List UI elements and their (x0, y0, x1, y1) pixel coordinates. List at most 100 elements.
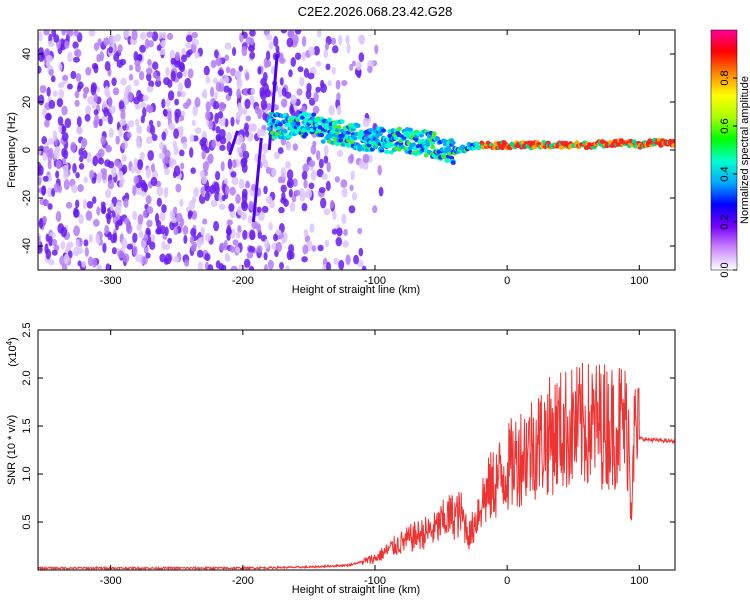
spectrogram-noise-blob (52, 130, 58, 141)
spectrogram-noise-blob (66, 241, 74, 248)
spectrogram-noise-blob (136, 140, 143, 149)
spectrogram-noise-blob (145, 167, 152, 179)
spectrogram-noise-blob (358, 247, 364, 257)
spectrogram-noise-blob (194, 51, 200, 59)
spectrogram-noise-blob (51, 238, 57, 247)
spectrogram-noise-blob (280, 98, 288, 108)
spectrogram-ridge-blob (355, 123, 361, 128)
y-tick-label: -40 (21, 238, 33, 254)
spectrogram-noise-blob (189, 147, 194, 158)
spectrogram-noise-blob (52, 90, 58, 97)
spectrogram-noise-blob (101, 205, 107, 214)
spectrogram-noise-blob (241, 192, 248, 203)
spectrogram-noise-blob (150, 176, 158, 187)
spectrogram-noise-blob (234, 70, 242, 79)
spectrogram-noise-blob (231, 176, 239, 186)
spectrogram-noise-blob (287, 30, 294, 38)
spectrogram-noise-blob (230, 116, 235, 127)
spectrogram-noise-blob (72, 246, 80, 257)
spectrogram-noise-blob (84, 246, 89, 257)
spectrogram-noise-blob (187, 49, 193, 56)
spectrogram-noise-blob (161, 31, 167, 39)
spectrogram-noise-blob (231, 46, 237, 57)
spectrogram-noise-blob (92, 218, 100, 227)
spectrogram-noise-blob (301, 36, 307, 47)
spectrogram-y-ticks: -40 -20 0 20 40 (21, 48, 675, 254)
spectrogram-noise-blob (132, 184, 137, 196)
spectrogram-noise-blob (191, 31, 198, 39)
spectrogram-noise-blob (297, 66, 304, 73)
spectrogram-noise-blob (338, 259, 345, 270)
spectrogram-noise-blob (96, 206, 101, 216)
spectrogram-noise-blob (207, 153, 214, 164)
spectrogram-noise-blob (367, 65, 373, 74)
spectrogram-noise-blob (145, 67, 153, 75)
spectrogram-noise-blob (209, 184, 217, 194)
spectrogram-noise-blob (336, 92, 341, 101)
spectrogram-noise-blob (51, 249, 58, 256)
y-tick-label: -20 (21, 190, 33, 206)
spectrogram-ridge-blob (380, 128, 386, 133)
spectrogram-noise-blob (215, 81, 222, 92)
spectrogram-noise-blob (98, 157, 105, 165)
spectrogram-noise-blob (64, 40, 70, 49)
spectrogram-noise-blob (215, 133, 221, 142)
spectrogram-noise-blob (235, 111, 241, 121)
spectrogram-noise-blob (60, 240, 66, 250)
colorbar-tick-label: 0.2 (719, 214, 731, 229)
spectrogram-noise-blob (273, 233, 278, 242)
x-tick-label: -300 (100, 275, 122, 287)
spectrogram-noise-blob (45, 248, 52, 260)
spectrogram-noise-blob (248, 245, 255, 253)
spectrogram-noise-blob (89, 169, 95, 180)
spectrogram-noise-blob (229, 210, 236, 218)
spectrogram-noise-blob (92, 196, 97, 204)
spectrogram-noise-blob (273, 36, 279, 47)
spectrogram-noise-blob (331, 45, 339, 54)
spectrogram-noise-blob (70, 141, 77, 153)
spectrogram-noise-blob (301, 170, 308, 181)
spectrogram-noise-blob (328, 105, 335, 116)
spectrogram-noise-blob (60, 226, 68, 238)
spectrogram-noise-blob (48, 69, 54, 76)
spectrogram-noise-blob (135, 118, 140, 127)
spectrogram-noise-blob (268, 222, 273, 231)
spectrogram-noise-blob (245, 115, 252, 122)
spectrogram-noise-blob (191, 196, 197, 204)
spectrogram-noise-blob (146, 206, 154, 215)
spectrogram-noise-blob (218, 203, 226, 211)
spectrogram-noise-blob (104, 159, 111, 167)
spectrogram-noise-blob (111, 77, 117, 87)
spectrogram-noise-blob (192, 105, 198, 117)
spectrogram-noise-blob (143, 183, 148, 193)
spectrogram-noise-blob (48, 147, 54, 159)
spectrogram-noise-blob (265, 34, 273, 41)
spectrogram-noise-blob (226, 131, 232, 143)
spectrogram-noise-blob (127, 91, 133, 103)
spectrogram-ridge-blob (377, 131, 383, 137)
spectrogram-noise-blob (161, 204, 167, 213)
spectrogram-noise-blob (236, 88, 241, 99)
spectrogram-noise-blob (164, 226, 169, 236)
spectrogram-ridge-blob (336, 124, 342, 130)
spectrogram-streak (251, 137, 263, 223)
colorbar-ticks: 0.0 0.2 0.4 0.6 0.8 (719, 70, 737, 278)
spectrogram-ridge-blob (320, 139, 326, 144)
x-tick-label: 100 (630, 275, 648, 287)
spectrogram-noise-blob (142, 256, 148, 265)
spectrogram-noise-blob (230, 67, 236, 77)
spectrogram-noise-blob (286, 180, 292, 188)
spectrogram-noise-blob (53, 183, 60, 193)
spectrogram-noise-blob (136, 222, 143, 231)
spectrogram-noise-blob (103, 79, 110, 90)
spectrogram-noise-blob (159, 210, 166, 222)
spectrogram-noise-blob (318, 158, 324, 169)
spectrogram-noise-blob (50, 75, 56, 83)
spectrogram-noise-blob (119, 58, 127, 66)
x-tick-label: -100 (364, 575, 386, 587)
spectrogram-noise-blob (38, 148, 42, 156)
spectrogram-noise-blob (180, 162, 185, 170)
spectrogram-noise-blob (182, 69, 188, 78)
spectrogram-noise-blob (132, 245, 138, 256)
